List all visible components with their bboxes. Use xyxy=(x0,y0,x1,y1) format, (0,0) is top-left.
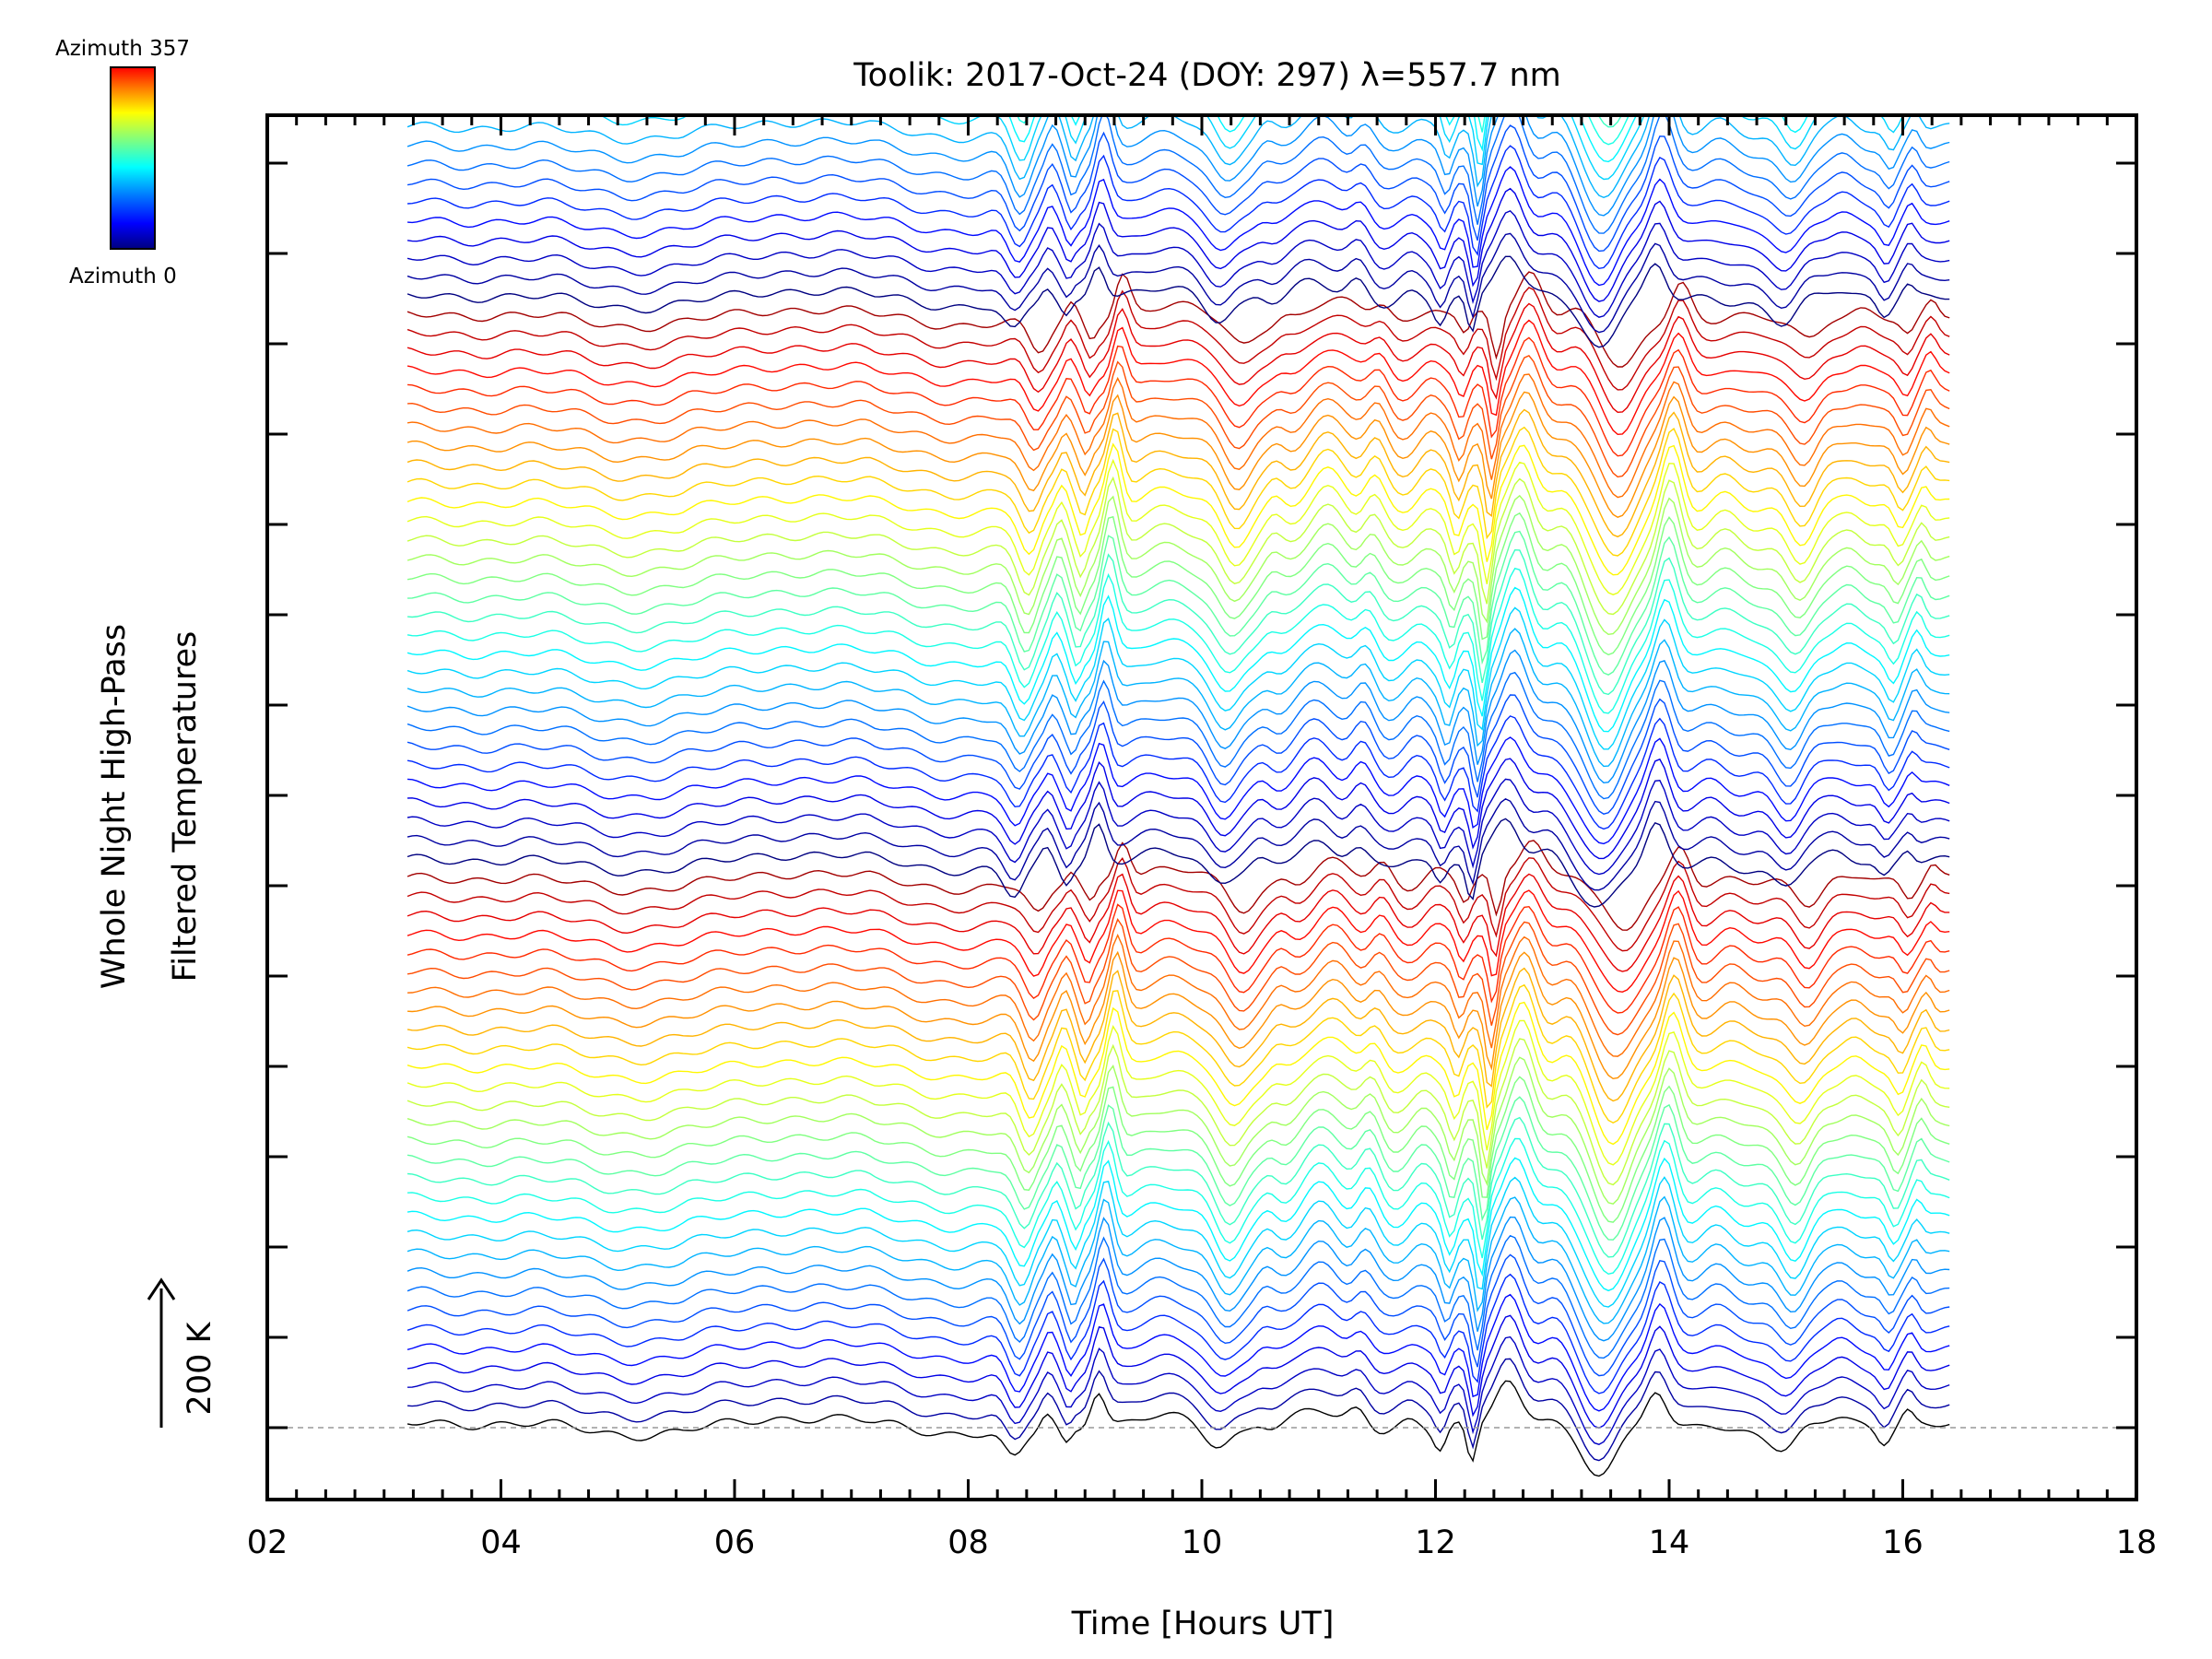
temperature-trace xyxy=(407,917,1950,1036)
temperature-trace xyxy=(407,933,1950,1057)
temperature-trace xyxy=(406,1176,1950,1308)
temperature-trace xyxy=(406,967,1950,1102)
temperature-trace xyxy=(407,145,1950,270)
temperature-trace xyxy=(406,1216,1950,1342)
x-tick-label: 14 xyxy=(1649,1524,1690,1561)
temperature-trace xyxy=(406,512,1950,656)
temperature-trace xyxy=(407,0,1949,18)
temperature-trace xyxy=(406,124,1950,253)
temperature-trace xyxy=(406,889,1950,994)
temperature-trace xyxy=(406,476,1950,616)
temperature-trace xyxy=(406,1096,1950,1241)
y-axis-label-line1: Whole Night High-Pass xyxy=(96,624,133,989)
temperature-trace xyxy=(407,355,1950,478)
temperature-trace xyxy=(407,548,1950,696)
x-tick-labels: 02 04 06 08 10 12 14 16 18 xyxy=(247,1524,2158,1561)
temperature-trace xyxy=(406,115,1950,199)
temperature-trace xyxy=(406,1019,1950,1166)
temperature-trace xyxy=(406,209,1950,318)
temperature-trace xyxy=(407,1116,1950,1258)
colorbar-max-label: Azimuth 357 xyxy=(55,37,190,61)
temperature-trace xyxy=(406,302,1950,414)
temperature-trace xyxy=(406,1380,1950,1477)
temperature-trace xyxy=(406,628,1950,768)
temperature-trace xyxy=(406,1234,1950,1359)
temperature-trace xyxy=(406,1195,1950,1324)
temperature-trace xyxy=(406,1293,1950,1412)
temperature-trace xyxy=(406,271,1950,368)
temperature-trace xyxy=(406,778,1950,876)
x-tick-label: 02 xyxy=(247,1524,288,1561)
temperature-trace xyxy=(406,840,1950,931)
temperature-trace xyxy=(406,1076,1950,1223)
colorbar-legend: Azimuth 357 Azimuth 0 xyxy=(55,37,190,288)
temperature-trace xyxy=(406,494,1950,636)
temperature-trace xyxy=(1007,115,1894,163)
temperature-trace xyxy=(406,187,1950,302)
temperature-trace xyxy=(406,715,1950,830)
scale-indicator: 200 K xyxy=(147,1277,218,1428)
temperature-trace xyxy=(406,115,1950,234)
temperature-trace xyxy=(406,797,1950,891)
temperature-trace xyxy=(407,0,1949,57)
plot-frame xyxy=(265,113,2138,1501)
temperature-trace xyxy=(406,115,1950,217)
temperature-trace xyxy=(407,0,1949,38)
temperature-trace xyxy=(407,336,1950,457)
temperature-trace xyxy=(406,408,1950,538)
temperature-trace xyxy=(406,1056,1950,1205)
temperature-trace xyxy=(407,758,1950,860)
temperature-trace xyxy=(406,458,1950,595)
x-tick-label: 06 xyxy=(714,1524,756,1561)
temperature-trace xyxy=(406,567,1950,714)
trace-group xyxy=(406,0,1950,1477)
temperature-trace xyxy=(406,671,1950,800)
temperature-trace xyxy=(406,1157,1950,1292)
x-tick-label: 18 xyxy=(2116,1524,2158,1561)
temperature-trace xyxy=(407,1358,1950,1462)
temperature-trace xyxy=(406,232,1950,334)
x-tick-label: 08 xyxy=(947,1524,989,1561)
x-tick-label: 16 xyxy=(1882,1524,1924,1561)
temperature-trace xyxy=(407,373,1950,499)
temperature-trace xyxy=(406,818,1950,908)
colorbar xyxy=(110,66,156,250)
y-axis-label-line2: Filtered Temperatures xyxy=(167,631,204,982)
temperature-trace xyxy=(407,530,1950,676)
temperature-trace xyxy=(406,442,1950,576)
x-axis-label: Time [Hours UT] xyxy=(1071,1606,1335,1642)
scale-arrowhead xyxy=(147,1277,176,1300)
temperature-trace xyxy=(406,606,1950,750)
temperature-trace xyxy=(407,1137,1950,1276)
temperature-trace xyxy=(406,1273,1950,1394)
scale-label: 200 K xyxy=(182,1322,218,1416)
temperature-trace xyxy=(406,857,1950,952)
temperature-trace xyxy=(406,426,1950,557)
temperature-trace xyxy=(406,983,1950,1124)
temperature-trace xyxy=(406,694,1950,815)
temperature-trace xyxy=(406,586,1950,733)
x-tick-label: 04 xyxy=(480,1524,522,1561)
temperature-trace xyxy=(407,166,1950,287)
temperature-trace xyxy=(406,319,1950,436)
temperature-trace xyxy=(406,391,1950,518)
temperature-trace xyxy=(407,1335,1950,1445)
temperature-trace xyxy=(407,1314,1950,1430)
temperature-trace xyxy=(407,950,1950,1080)
x-tick-label: 10 xyxy=(1182,1524,1223,1561)
temperature-trace xyxy=(406,255,1950,348)
temperature-trace xyxy=(406,649,1950,784)
temperature-trace xyxy=(406,287,1950,391)
temperature-trace xyxy=(406,1001,1950,1146)
colorbar-min-label: Azimuth 0 xyxy=(69,265,177,288)
temperature-trace xyxy=(406,903,1950,1014)
x-tick-label: 12 xyxy=(1415,1524,1456,1561)
temperature-trace xyxy=(406,1253,1950,1377)
chart-title: Toolik: 2017-Oct-24 (DOY: 297) λ=557.7 n… xyxy=(853,57,1561,94)
temperature-trace xyxy=(406,1038,1950,1186)
temperature-trace xyxy=(407,736,1950,845)
temperature-trace xyxy=(406,873,1950,972)
